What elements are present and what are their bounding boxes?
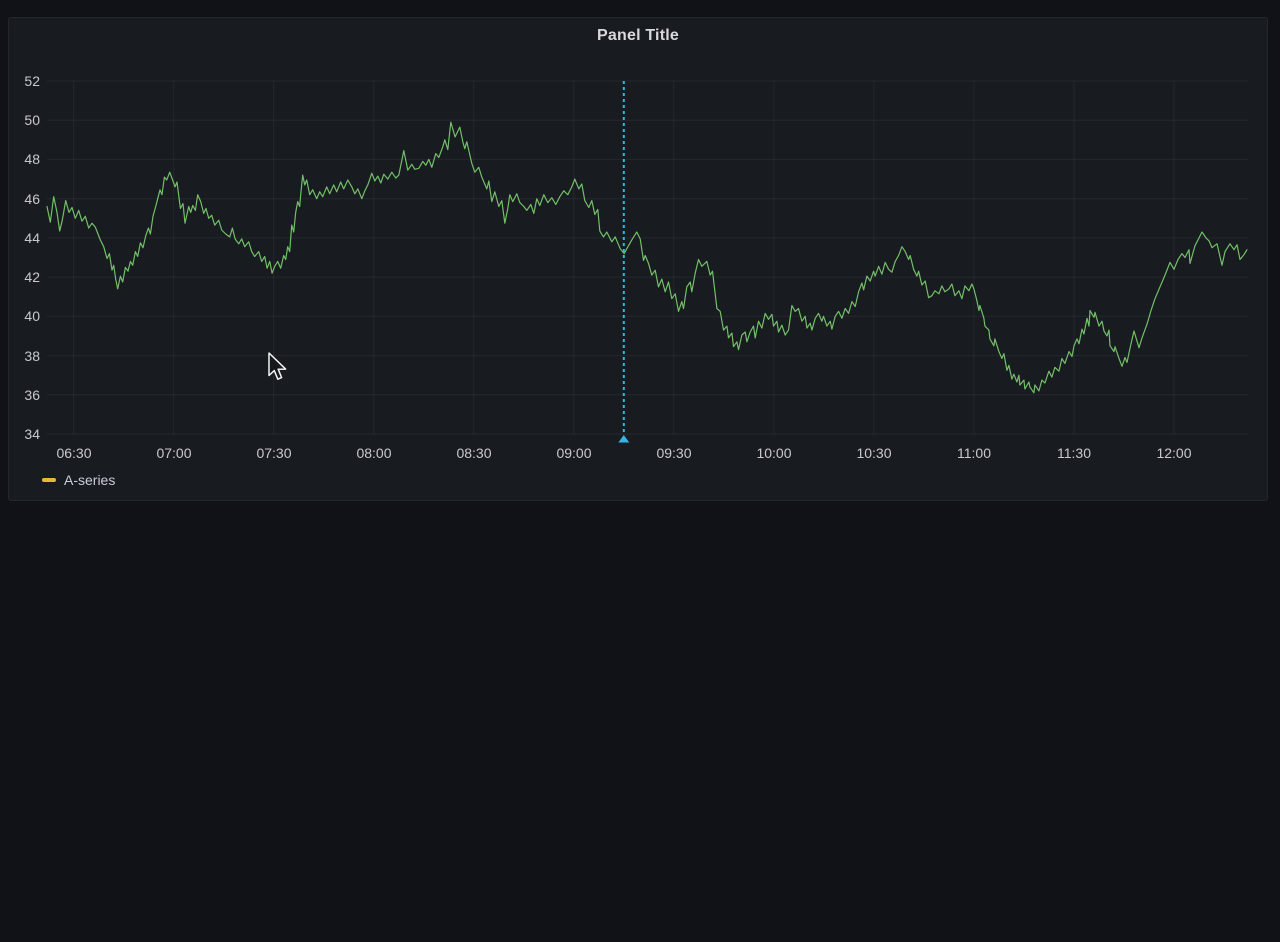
plot-area[interactable] [46, 80, 1248, 449]
y-tick-label: 42 [24, 269, 40, 285]
y-axis: 34 36 38 40 42 44 46 48 50 52 [9, 73, 40, 442]
x-tick-label: 10:00 [756, 445, 792, 461]
y-tick-label: 38 [24, 348, 40, 364]
y-tick-label: 44 [24, 230, 40, 246]
x-tick-label: 10:30 [856, 445, 892, 461]
y-tick-label: 40 [24, 308, 40, 324]
panel-title: Panel Title [597, 27, 679, 44]
panel-header[interactable]: Panel Title [9, 18, 1267, 54]
x-tick-label: 12:00 [1156, 445, 1192, 461]
chart-canvas[interactable] [46, 80, 1248, 449]
annotation-marker[interactable] [618, 435, 630, 443]
x-tick-label: 07:30 [256, 445, 292, 461]
legend-series-swatch[interactable] [42, 478, 56, 482]
y-tick-label: 50 [24, 112, 40, 128]
x-tick-label: 09:00 [556, 445, 592, 461]
timeseries-panel: Panel Title 34 36 38 40 42 44 46 48 50 52 06:30 07… [8, 17, 1268, 501]
x-axis: 06:30 07:00 07:30 08:00 08:30 09:00 09:30 10:00… [47, 445, 1248, 461]
y-tick-label: 46 [24, 191, 40, 207]
x-tick-label: 09:30 [656, 445, 692, 461]
x-tick-label: 11:00 [957, 445, 991, 461]
x-tick-label: 08:00 [356, 445, 392, 461]
y-tick-label: 34 [24, 426, 40, 442]
x-tick-label: 06:30 [56, 445, 92, 461]
y-tick-label: 48 [24, 151, 40, 167]
x-tick-label: 08:30 [456, 445, 492, 461]
legend: A-series [42, 471, 115, 489]
x-tick-label: 07:00 [156, 445, 192, 461]
x-tick-label: 11:30 [1057, 445, 1091, 461]
series-line [46, 121, 1248, 394]
legend-series-label[interactable]: A-series [64, 472, 116, 488]
y-tick-label: 36 [24, 387, 40, 403]
y-tick-label: 52 [24, 73, 40, 89]
